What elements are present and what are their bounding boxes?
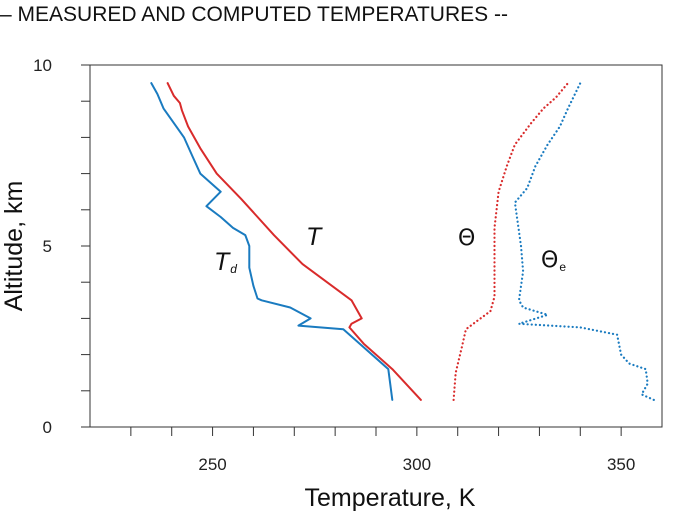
y-tick-label: 0 — [43, 418, 52, 437]
x-axis-title: Temperature, K — [305, 484, 476, 512]
series-line-3 — [513, 82, 655, 401]
chart-banner: – MEASURED AND COMPUTED TEMPERATURES -- — [0, 3, 508, 26]
y-tick-label: 5 — [43, 237, 52, 256]
label-theta: Θ — [458, 226, 475, 251]
series-layer — [150, 82, 655, 401]
x-tick-label: 250 — [198, 455, 226, 474]
y-axis-title: Altitude, km — [0, 181, 28, 312]
series-line-0 — [166, 82, 422, 401]
label-t: T — [306, 223, 323, 251]
x-tick-label: 300 — [403, 455, 431, 474]
plot-frame — [89, 64, 663, 428]
label-theta-e: Θe — [541, 248, 566, 274]
axis-ticks: 250 300 350 0 5 10 — [33, 56, 635, 474]
x-tick-label: 350 — [607, 455, 635, 474]
series-line-1 — [150, 82, 394, 401]
y-tick-label: 10 — [33, 56, 52, 75]
series-line-2 — [452, 82, 570, 401]
label-td: Td — [214, 248, 237, 276]
